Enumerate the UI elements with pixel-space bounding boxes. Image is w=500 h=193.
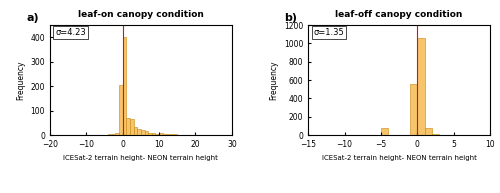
X-axis label: ICESat-2 terrain height- NEON terrain height: ICESat-2 terrain height- NEON terrain he…	[64, 155, 218, 161]
Bar	[116, 133, 119, 135]
Title: leaf-off canopy condition: leaf-off canopy condition	[336, 10, 463, 19]
X-axis label: ICESat-2 terrain height- NEON terrain height: ICESat-2 terrain height- NEON terrain he…	[322, 155, 476, 161]
Bar	[166, 134, 170, 135]
Bar	[156, 134, 159, 135]
Bar	[170, 134, 173, 135]
Bar	[174, 134, 178, 135]
Bar	[152, 133, 156, 135]
Bar	[410, 84, 418, 135]
Bar	[424, 128, 432, 135]
Bar	[108, 134, 112, 135]
Bar	[141, 130, 144, 135]
Text: a): a)	[26, 13, 39, 23]
Bar	[432, 134, 439, 135]
Bar	[162, 134, 166, 135]
Bar	[148, 133, 152, 135]
Bar	[381, 128, 388, 135]
Text: b): b)	[284, 13, 298, 23]
Title: leaf-on canopy condition: leaf-on canopy condition	[78, 10, 204, 19]
Bar	[119, 85, 122, 135]
Text: σ=1.35: σ=1.35	[314, 28, 344, 37]
Bar	[418, 38, 424, 135]
Text: σ=4.23: σ=4.23	[56, 28, 86, 37]
Bar	[122, 37, 126, 135]
Bar	[134, 127, 138, 135]
Bar	[126, 118, 130, 135]
Y-axis label: Frequency: Frequency	[270, 60, 278, 100]
Bar	[112, 134, 116, 135]
Y-axis label: Frequency: Frequency	[16, 60, 25, 100]
Bar	[144, 131, 148, 135]
Bar	[138, 129, 141, 135]
Bar	[159, 133, 162, 135]
Bar	[130, 119, 134, 135]
